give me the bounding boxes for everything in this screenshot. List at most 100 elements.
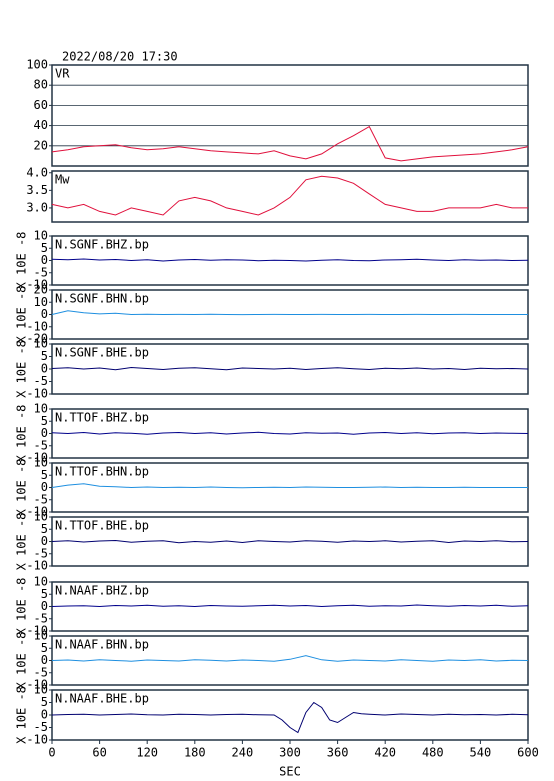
panel-label: Mw — [55, 173, 70, 187]
y-tick-label: -10 — [26, 387, 48, 401]
y-tick-label: 10 — [34, 229, 48, 243]
y-tick-label: 4.0 — [26, 165, 48, 179]
x-tick-label: 420 — [374, 746, 396, 760]
trace — [51, 366, 529, 371]
y-tick-label: -10 — [26, 733, 48, 747]
y-axis-label: X 10E -8 — [15, 459, 29, 517]
panel-label: N.NAAF.BHE.bp — [55, 692, 149, 706]
y-tick-label: 3.0 — [26, 200, 48, 214]
trace — [51, 655, 529, 662]
y-tick-label: 100 — [26, 58, 48, 72]
x-tick-label: 0 — [48, 746, 55, 760]
panel-label: VR — [55, 67, 70, 81]
y-tick-label: 10 — [34, 575, 48, 589]
y-tick-label: 80 — [34, 78, 48, 92]
y-tick-label: 0 — [41, 534, 48, 548]
y-tick-label: 10 — [34, 683, 48, 697]
y-tick-label: 0 — [41, 362, 48, 376]
y-tick-label: 20 — [34, 283, 48, 297]
y-axis-label: X 10E -8 — [15, 686, 29, 744]
x-tick-label: 600 — [517, 746, 539, 760]
y-tick-label: 60 — [34, 98, 48, 112]
panel-label: N.NAAF.BHN.bp — [55, 638, 149, 652]
y-tick-label: 5 — [41, 641, 48, 655]
y-tick-label: 10 — [34, 629, 48, 643]
y-tick-label: -10 — [26, 319, 48, 333]
x-tick-label: 540 — [470, 746, 492, 760]
y-tick-label: -10 — [26, 505, 48, 519]
y-tick-label: 5 — [41, 587, 48, 601]
y-tick-label: -5 — [34, 665, 48, 679]
y-tick-label: -10 — [26, 451, 48, 465]
y-tick-label: 10 — [34, 337, 48, 351]
panel-label: N.SGNF.BHE.bp — [55, 346, 149, 360]
y-tick-label: 10 — [34, 510, 48, 524]
trace — [51, 175, 528, 216]
y-axis-label: X 10E -8 — [15, 286, 29, 344]
y-tick-label: 0 — [41, 653, 48, 667]
y-tick-label: 5 — [41, 241, 48, 255]
y-tick-label: 0 — [41, 426, 48, 440]
y-tick-label: 0 — [41, 307, 48, 321]
panel-label: N.TTOF.BHE.bp — [55, 519, 149, 533]
x-tick-label: 180 — [184, 746, 206, 760]
trace — [51, 258, 529, 262]
panel-frame — [51, 170, 529, 223]
trace — [51, 483, 528, 489]
y-tick-label: 5 — [41, 414, 48, 428]
y-tick-label: 40 — [34, 118, 48, 132]
y-tick-label: -5 — [34, 546, 48, 560]
y-tick-label: -5 — [34, 438, 48, 452]
y-tick-label: -5 — [34, 374, 48, 388]
y-tick-label: -10 — [26, 559, 48, 573]
y-tick-label: 0 — [41, 253, 48, 267]
panel-label: N.TTOF.BHN.bp — [55, 465, 149, 479]
chart-title: 2022/08/20 17:30 — [62, 50, 178, 64]
y-tick-label: -10 — [26, 278, 48, 292]
x-tick-label: 60 — [92, 746, 106, 760]
y-axis-label: X 10E -8 — [15, 513, 29, 571]
trace — [51, 701, 529, 734]
x-axis-label: SEC — [279, 765, 301, 779]
y-tick-label: 10 — [34, 402, 48, 416]
x-tick-label: 120 — [136, 746, 158, 760]
y-tick-label: 10 — [34, 295, 48, 309]
y-axis-label: X 10E -8 — [15, 578, 29, 636]
y-tick-label: 0 — [41, 599, 48, 613]
panel-label: N.SGNF.BHZ.bp — [55, 238, 149, 252]
y-tick-label: 5 — [41, 349, 48, 363]
y-tick-label: -20 — [26, 332, 48, 346]
y-tick-label: -5 — [34, 720, 48, 734]
y-tick-label: -5 — [34, 265, 48, 279]
trace — [51, 539, 529, 544]
trace — [51, 310, 528, 316]
x-tick-label: 300 — [279, 746, 301, 760]
y-tick-label: 0 — [41, 708, 48, 722]
x-tick-label: 360 — [327, 746, 349, 760]
panel-label: N.SGNF.BHN.bp — [55, 292, 149, 306]
panel-label: N.TTOF.BHZ.bp — [55, 411, 149, 425]
y-axis-label: X 10E -8 — [15, 632, 29, 690]
y-axis-label: X 10E -8 — [15, 405, 29, 463]
trace — [51, 604, 529, 608]
y-tick-label: -5 — [34, 611, 48, 625]
y-tick-label: 5 — [41, 695, 48, 709]
y-axis-label: X 10E -8 — [15, 340, 29, 398]
y-tick-label: 5 — [41, 522, 48, 536]
x-tick-label: 240 — [232, 746, 254, 760]
y-tick-label: 3.5 — [26, 183, 48, 197]
x-tick-label: 480 — [422, 746, 444, 760]
y-tick-label: 10 — [34, 456, 48, 470]
panel-frame — [51, 64, 529, 167]
y-tick-label: -10 — [26, 624, 48, 638]
y-tick-label: -10 — [26, 678, 48, 692]
trace — [51, 125, 529, 162]
panel-label: N.NAAF.BHZ.bp — [55, 584, 149, 598]
y-tick-label: 20 — [34, 138, 48, 152]
y-tick-label: 0 — [41, 480, 48, 494]
y-tick-label: -5 — [34, 492, 48, 506]
y-axis-label: X 10E -8 — [15, 232, 29, 290]
y-tick-label: 5 — [41, 468, 48, 482]
trace — [51, 431, 529, 435]
